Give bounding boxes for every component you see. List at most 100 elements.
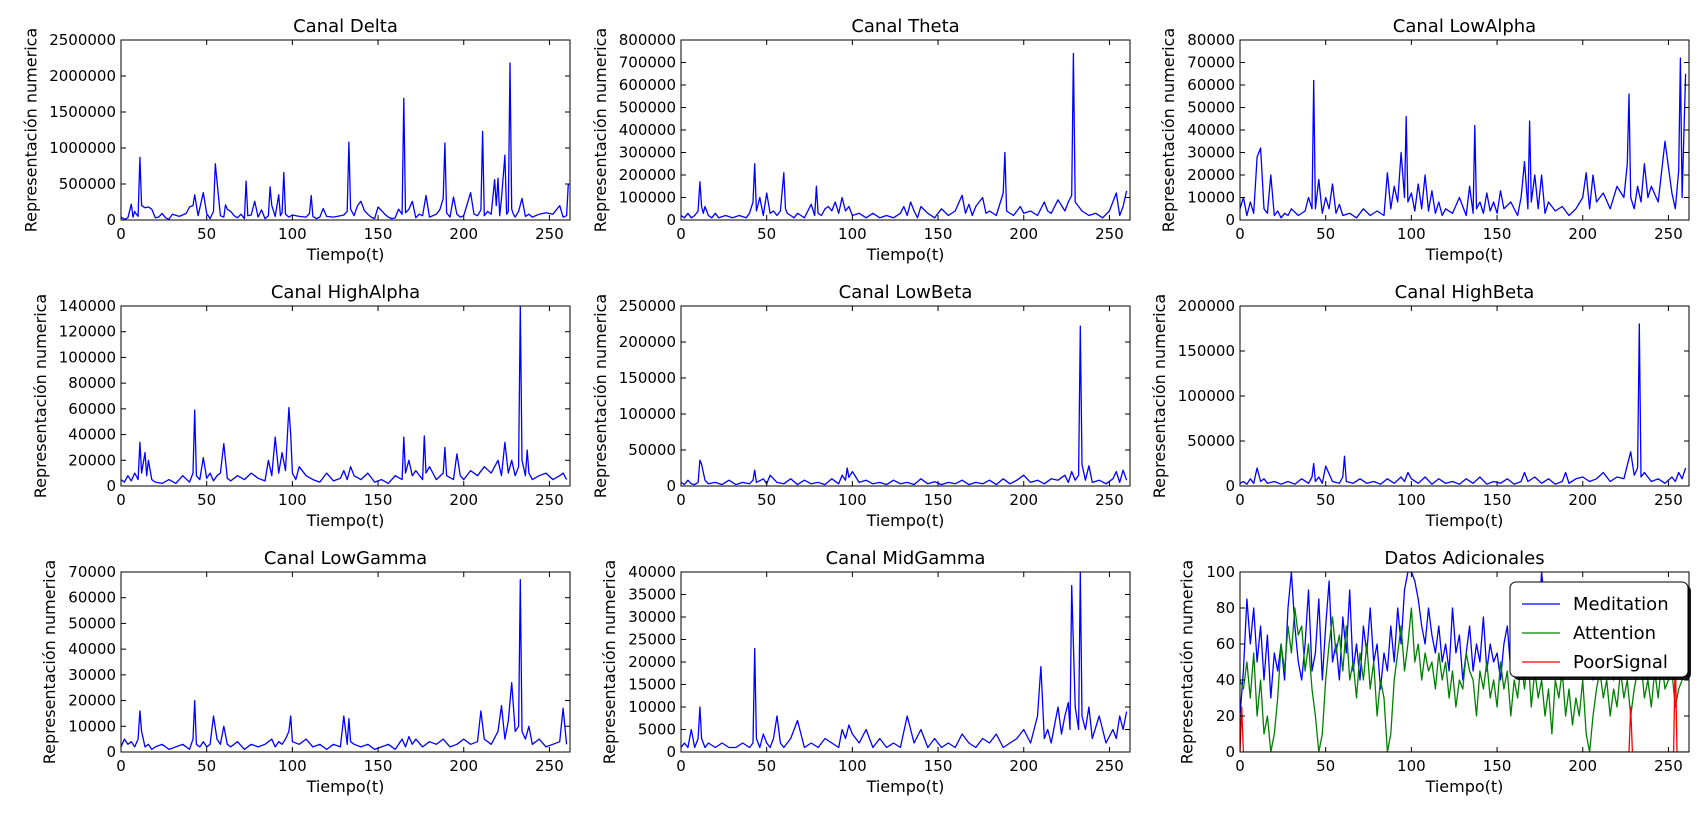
x-axis-label: Tiempo(t) [306,245,385,264]
x-tick-label: 200 [449,491,478,509]
y-tick-label: 2000000 [49,67,116,85]
y-axis-label: Representación numerica [600,560,619,764]
y-axis-label: Representación numerica [591,294,610,498]
x-axis-label: Tiempo(t) [306,511,385,530]
x-tick-label: 150 [364,757,393,775]
y-tick-label: 50000 [68,614,116,632]
y-tick-label: 70000 [68,563,116,581]
y-tick-label: 0 [1225,477,1235,495]
x-tick-label: 0 [116,491,126,509]
series-line-series [1240,323,1687,485]
y-tick-label: 40000 [68,426,116,444]
x-tick-label: 100 [1397,757,1426,775]
y-tick-label: 15000 [628,676,676,694]
x-axis-label: Tiempo(t) [1425,245,1504,264]
legend-label-poorsignal: PoorSignal [1573,652,1668,673]
x-tick-label: 0 [116,225,126,243]
y-tick-label: 800000 [619,31,676,49]
x-tick-label: 50 [757,225,776,243]
x-tick-label: 0 [676,757,686,775]
y-axis-label: Representación numerica [1177,560,1196,764]
y-tick-label: 60000 [68,589,116,607]
y-tick-label: 30000 [1187,144,1235,162]
y-tick-label: 2500000 [49,31,116,49]
y-tick-label: 60000 [68,400,116,418]
y-tick-label: 0 [106,743,116,761]
x-axis-label: Tiempo(t) [1425,777,1504,796]
y-tick-label: 10000 [628,698,676,716]
x-tick-label: 150 [364,491,393,509]
x-tick-label: 200 [1568,225,1597,243]
y-tick-label: 100000 [619,189,676,207]
y-tick-label: 200000 [1178,297,1235,315]
x-tick-label: 200 [449,225,478,243]
chart-canal-lowalpha: 0 50 100 150 200 2500100002000030000400005000… [1159,16,1690,264]
x-tick-label: 100 [1397,225,1426,243]
x-tick-label: 0 [116,757,126,775]
x-tick-label: 100 [1397,491,1426,509]
series-line-attention [1240,607,1689,752]
x-tick-label: 100 [278,225,307,243]
series-line-poorsignal [1240,652,1689,752]
x-tick-label: 250 [1654,491,1683,509]
y-tick-label: 5000 [638,721,676,739]
y-tick-label: 20000 [68,692,116,710]
y-tick-label: 60000 [1187,76,1235,94]
x-tick-label: 250 [1095,491,1124,509]
x-tick-label: 150 [1483,225,1512,243]
chart-title: Canal Theta [851,16,959,37]
x-tick-label: 250 [535,225,564,243]
x-tick-label: 100 [838,491,867,509]
plot-frame [120,39,571,221]
x-tick-label: 250 [1095,757,1124,775]
x-tick-label: 50 [757,757,776,775]
x-tick-label: 200 [1009,491,1038,509]
series-line-series [121,62,569,220]
x-axis-label: Tiempo(t) [1425,511,1504,530]
chart-title: Canal LowGamma [264,548,427,569]
y-tick-label: 100000 [1178,387,1235,405]
chart-canal-midgamma: 0 50 100 150 200 2500500010000150002000025000… [600,548,1131,796]
x-tick-label: 50 [197,491,216,509]
y-tick-label: 150000 [619,369,676,387]
y-tick-label: 25000 [628,631,676,649]
x-tick-label: 0 [676,491,686,509]
chart-canal-lowbeta: 0 50 100 150 200 250 0 50000 100000 150000 200000 2… [591,282,1131,530]
x-tick-label: 50 [1316,491,1335,509]
y-tick-label: 20000 [628,653,676,671]
y-tick-label: 50000 [1187,99,1235,117]
chart-title: Canal Delta [293,16,398,37]
x-tick-label: 150 [364,225,393,243]
x-axis-label: Tiempo(t) [306,777,385,796]
legend-box [1509,581,1689,678]
chart-canal-highalpha: 0 50 100 150 200 250 0 20000 40000 60000 80000 1000… [31,282,571,530]
y-tick-label: 40000 [68,640,116,658]
y-tick-label: 40 [1216,671,1235,689]
y-axis-label: Representación numerica [40,560,59,764]
y-tick-label: 120000 [59,323,116,341]
chart-title: Canal HighBeta [1395,282,1535,303]
x-tick-label: 200 [1009,757,1038,775]
x-tick-label: 250 [1095,225,1124,243]
chart-canal-theta: 0 50 100 150 200 2500100000200000300000400000… [591,16,1131,264]
y-tick-label: 0 [1225,211,1235,229]
y-tick-label: 30000 [68,666,116,684]
y-tick-label: 40000 [1187,121,1235,139]
y-tick-label: 50000 [1187,432,1235,450]
y-tick-label: 50000 [628,441,676,459]
y-tick-label: 700000 [619,54,676,72]
y-axis-label: Representación numerica [22,28,41,232]
y-tick-label: 500000 [59,175,116,193]
y-tick-label: 40000 [628,563,676,581]
legend-label-attention: Attention [1573,623,1656,644]
chart-title: Canal MidGamma [826,548,986,569]
x-tick-label: 150 [924,491,953,509]
y-tick-label: 0 [1225,743,1235,761]
x-tick-label: 250 [1654,757,1683,775]
x-axis-label: Tiempo(t) [866,245,945,264]
y-tick-label: 1000000 [49,139,116,157]
x-tick-label: 50 [1316,225,1335,243]
legend: Meditation Attention PoorSignal [1509,581,1691,680]
plot-frame [120,571,571,753]
